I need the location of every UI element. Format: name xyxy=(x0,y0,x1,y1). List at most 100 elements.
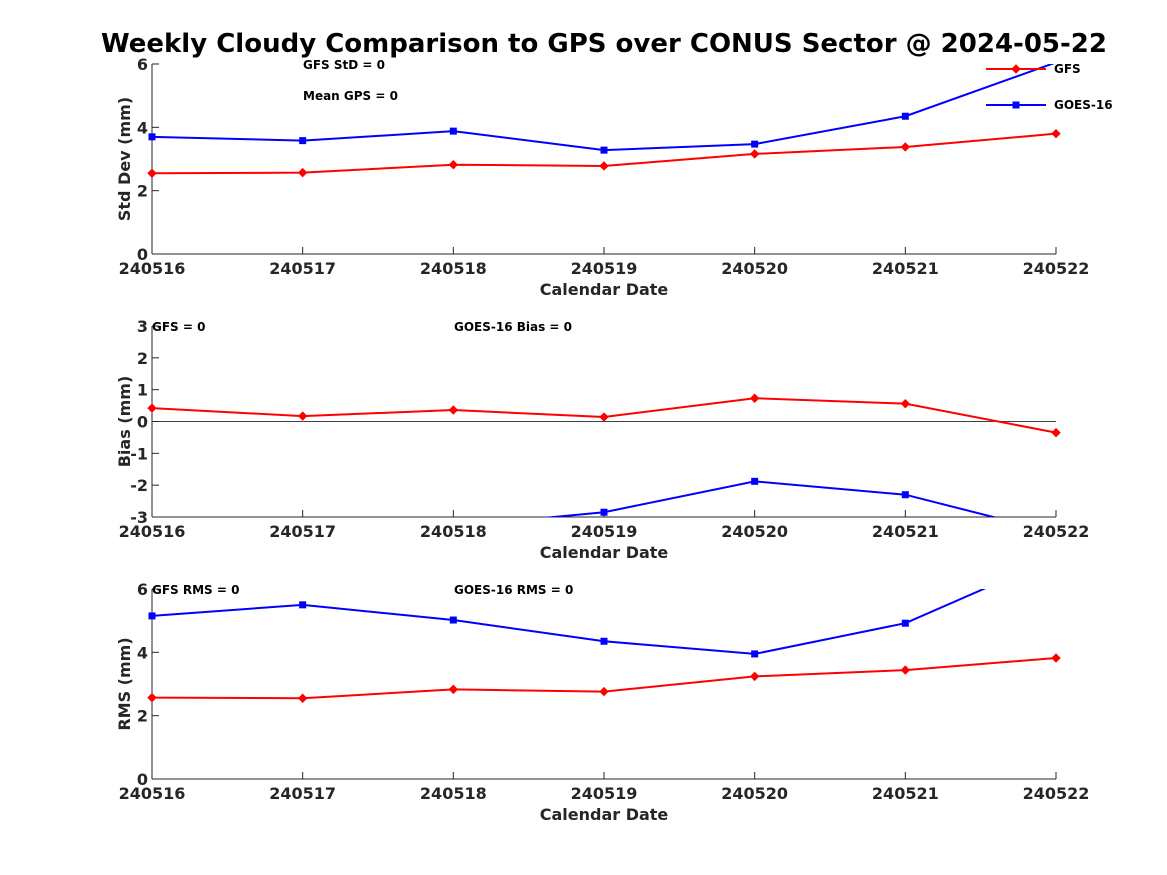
y-axis-label: RMS (mm) xyxy=(115,637,134,730)
series-goes-16 xyxy=(148,64,1055,154)
data-point xyxy=(448,684,459,695)
chart-panel-2: -3 -2 -1 0 1 2 3 240516 240517 240518 240519 240520… xyxy=(115,317,1089,562)
y-tick-label: 2 xyxy=(137,182,148,201)
data-point xyxy=(599,686,609,697)
data-point xyxy=(751,477,759,485)
annotation: GFS StD = 0 xyxy=(303,58,385,72)
x-tick-label: 240516 xyxy=(119,259,186,278)
x-tick-label: 240521 xyxy=(872,259,939,278)
y-tick-label: 2 xyxy=(137,707,148,726)
chart-panel-1: 0 2 4 6 240516 240517 240518 240519 240520 240521… xyxy=(115,55,1113,299)
y-axis-label: Std Dev (mm) xyxy=(115,97,134,221)
x-axis-label: Calendar Date xyxy=(540,805,669,824)
y-axis-label: Bias (mm) xyxy=(115,376,134,468)
figure-title: Weekly Cloudy Comparison to GPS over CON… xyxy=(101,29,1107,59)
x-tick-label: 240520 xyxy=(721,522,788,541)
y-tick-label: 1 xyxy=(137,381,148,400)
legend-marker xyxy=(1011,64,1021,74)
data-point xyxy=(749,149,760,159)
x-tick-label: 240517 xyxy=(269,259,336,278)
y-tick-label: 0 xyxy=(137,245,148,264)
x-axis-label: Calendar Date xyxy=(540,543,669,562)
series-gfs xyxy=(147,128,1061,178)
annotation: Mean GPS = 0 xyxy=(303,89,398,103)
x-tick-label: 240519 xyxy=(571,784,638,803)
data-point xyxy=(449,127,457,135)
data-point xyxy=(448,405,459,415)
series-goes-16 xyxy=(543,477,998,517)
data-point xyxy=(299,137,307,145)
y-tick-label: -1 xyxy=(130,444,148,463)
legend-marker xyxy=(1012,101,1020,109)
y-tick-label: 0 xyxy=(137,413,148,432)
data-point xyxy=(148,133,156,141)
x-axis-label: Calendar Date xyxy=(540,280,669,299)
x-tick-label: 240521 xyxy=(872,784,939,803)
x-tick-label: 240516 xyxy=(119,522,186,541)
x-tick-label: 240520 xyxy=(721,259,788,278)
legend-label: GFS xyxy=(1054,62,1081,76)
series-goes-16 xyxy=(148,589,987,658)
x-tick-label: 240518 xyxy=(420,784,487,803)
data-point xyxy=(297,411,308,421)
data-point xyxy=(900,665,911,675)
x-tick-label: 240518 xyxy=(420,522,487,541)
data-point xyxy=(448,159,459,170)
data-point xyxy=(147,168,157,178)
data-point xyxy=(751,650,759,658)
x-tick-label: 240521 xyxy=(872,522,939,541)
x-tick-label: 240518 xyxy=(420,259,487,278)
x-tick-label: 240519 xyxy=(571,259,638,278)
data-point xyxy=(749,393,760,403)
x-tick-label: 240516 xyxy=(119,784,186,803)
annotation: GFS = 0 xyxy=(152,320,205,334)
y-tick-label: 4 xyxy=(137,118,148,137)
data-point xyxy=(1051,427,1061,438)
data-point xyxy=(1051,128,1061,139)
data-point xyxy=(299,601,307,609)
x-tick-label: 240522 xyxy=(1023,784,1090,803)
data-point xyxy=(900,398,911,409)
data-point xyxy=(599,412,609,422)
annotation: GOES-16 RMS = 0 xyxy=(454,583,573,597)
y-tick-label: -3 xyxy=(130,508,148,527)
x-tick-label: 240517 xyxy=(269,522,336,541)
series-gfs xyxy=(147,393,1061,438)
y-tick-label: 0 xyxy=(137,770,148,789)
series-gfs xyxy=(147,653,1061,703)
data-point xyxy=(599,161,609,171)
data-point xyxy=(901,112,909,120)
data-point xyxy=(600,637,608,645)
annotation: GFS RMS = 0 xyxy=(152,583,239,597)
data-point xyxy=(147,692,157,703)
x-tick-label: 240522 xyxy=(1023,522,1090,541)
y-tick-label: 6 xyxy=(137,55,148,74)
y-tick-label: -2 xyxy=(130,476,148,495)
y-tick-label: 3 xyxy=(137,317,148,336)
data-point xyxy=(1051,653,1061,663)
y-tick-label: 4 xyxy=(137,643,148,662)
data-point xyxy=(901,491,909,499)
legend-label: GOES-16 xyxy=(1054,98,1113,112)
data-point xyxy=(749,671,760,682)
x-tick-label: 240519 xyxy=(571,522,638,541)
legend: GFS GOES-16 xyxy=(986,62,1113,112)
annotation: GOES-16 Bias = 0 xyxy=(454,320,572,334)
data-point xyxy=(751,140,759,148)
x-tick-label: 240517 xyxy=(269,784,336,803)
data-point xyxy=(600,508,608,516)
data-point xyxy=(147,403,157,413)
x-tick-label: 240522 xyxy=(1023,259,1090,278)
y-tick-label: 2 xyxy=(137,349,148,368)
y-tick-label: 6 xyxy=(137,580,148,599)
x-tick-label: 240520 xyxy=(721,784,788,803)
data-point xyxy=(900,142,911,152)
data-point xyxy=(901,619,909,627)
data-point xyxy=(297,693,308,703)
data-point xyxy=(600,146,608,154)
data-point xyxy=(148,612,156,620)
data-point xyxy=(297,167,308,178)
chart-panel-3: 0 2 4 6 240516 240517 240518 240519 240520 240521… xyxy=(115,580,1090,824)
data-point xyxy=(449,616,457,624)
